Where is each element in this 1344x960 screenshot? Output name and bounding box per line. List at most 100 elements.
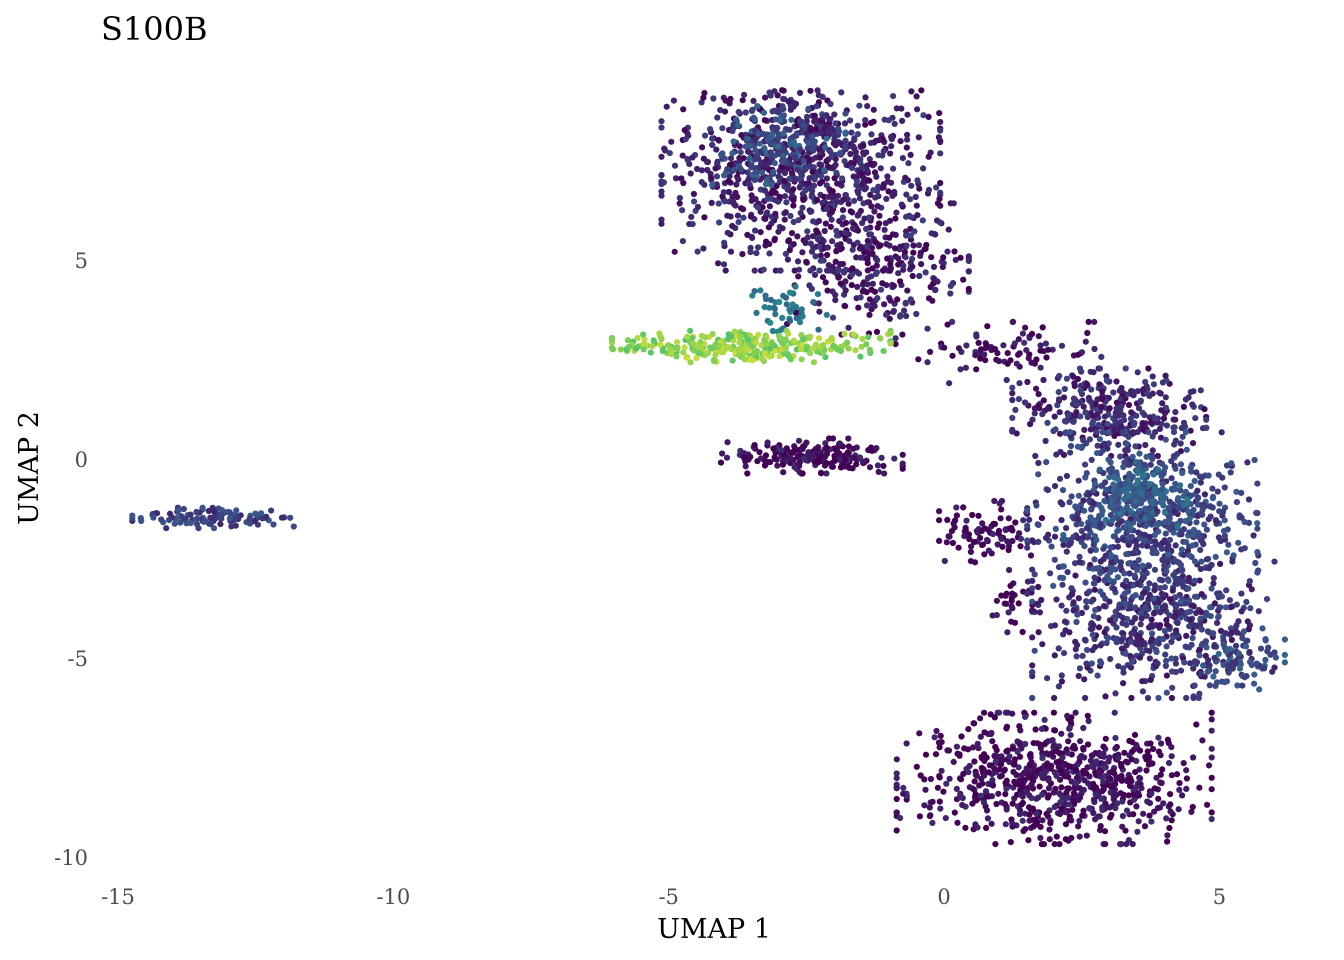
cell-point <box>901 307 908 314</box>
cell-point <box>794 166 801 173</box>
cell-point <box>1152 415 1159 422</box>
cell-point <box>1189 542 1196 549</box>
cell-point <box>1174 619 1181 627</box>
cell-point <box>1168 772 1175 779</box>
cell-point <box>842 110 849 117</box>
cell-point <box>864 167 871 174</box>
cell-point <box>697 344 704 351</box>
cell-point <box>1203 609 1210 617</box>
cell-point <box>748 192 755 199</box>
cell-point <box>1108 465 1115 472</box>
cell-point <box>1221 679 1228 686</box>
cell-point <box>1193 721 1200 728</box>
cell-point <box>1165 504 1172 511</box>
y-tick-label: -10 <box>54 846 88 870</box>
cell-point <box>880 184 887 191</box>
cell-point <box>769 133 776 140</box>
cell-point <box>870 118 877 125</box>
cell-point <box>716 219 723 226</box>
cell-point <box>1148 630 1156 637</box>
cell-point <box>984 815 992 822</box>
cell-point <box>909 272 916 280</box>
cell-point <box>1135 557 1142 564</box>
cell-point <box>873 262 880 269</box>
cell-point <box>1076 559 1083 566</box>
cell-point <box>641 336 648 343</box>
cell-point <box>671 162 679 169</box>
cell-point <box>1129 630 1136 637</box>
cell-point <box>1098 403 1105 410</box>
cell-point <box>1029 634 1036 641</box>
cell-point <box>949 318 956 325</box>
cell-point <box>1117 481 1124 488</box>
cell-point <box>1251 671 1258 678</box>
cell-point <box>832 297 839 304</box>
cell-point <box>1007 357 1014 364</box>
cell-point <box>983 824 990 832</box>
cell-point <box>842 278 849 285</box>
cell-point <box>851 197 858 204</box>
cell-point <box>1019 817 1026 824</box>
cell-point <box>1121 590 1128 597</box>
cell-point <box>1159 592 1166 599</box>
cell-point <box>1263 596 1271 603</box>
cell-point <box>958 733 965 740</box>
cell-point <box>1163 568 1170 575</box>
cell-point <box>1189 634 1196 642</box>
cell-point <box>1093 429 1100 436</box>
cell-point <box>828 193 835 200</box>
cell-point <box>975 512 982 519</box>
cell-point <box>702 132 709 139</box>
cell-point <box>890 93 897 100</box>
cell-point <box>1037 347 1044 354</box>
cell-point <box>937 138 944 146</box>
cell-point <box>874 203 881 210</box>
cell-point <box>899 155 907 162</box>
cell-point <box>751 267 758 274</box>
cell-point <box>1168 753 1175 760</box>
cell-point <box>1099 806 1106 814</box>
cell-point <box>764 131 771 138</box>
cell-point <box>1159 480 1166 488</box>
cell-point <box>1183 539 1190 546</box>
cell-point <box>811 271 819 278</box>
cell-point <box>1170 429 1178 436</box>
cell-point <box>1137 621 1144 628</box>
cell-point <box>902 300 909 307</box>
cell-point <box>1059 536 1066 543</box>
cell-point <box>226 515 234 522</box>
cell-point <box>719 150 726 157</box>
cell-point <box>764 458 771 466</box>
cell-point <box>973 772 981 779</box>
cell-point <box>997 773 1004 780</box>
cell-point <box>998 535 1005 543</box>
cell-point <box>1005 609 1012 616</box>
cell-point <box>799 313 806 320</box>
cell-point <box>1169 684 1176 691</box>
cell-point <box>1204 668 1211 675</box>
cell-point <box>859 181 866 188</box>
cell-point <box>790 449 797 456</box>
cell-point <box>834 346 841 353</box>
cell-point <box>761 350 768 357</box>
cell-point <box>824 267 831 274</box>
cell-point <box>710 95 717 102</box>
cell-point <box>1062 836 1069 843</box>
cell-point <box>671 248 678 255</box>
cell-point <box>899 465 906 472</box>
cell-point <box>1174 580 1181 587</box>
cell-point <box>1059 487 1067 494</box>
cell-point <box>890 165 897 172</box>
cell-point <box>1163 815 1170 822</box>
cell-point <box>966 762 973 770</box>
cell-point <box>1035 391 1042 398</box>
cell-point <box>800 455 807 462</box>
cell-point <box>1207 604 1214 611</box>
cell-point <box>903 144 910 151</box>
cell-point <box>849 246 856 253</box>
cell-point <box>1158 779 1165 787</box>
cell-point <box>251 517 258 524</box>
cell-point <box>965 285 972 293</box>
cell-point <box>1111 493 1118 500</box>
